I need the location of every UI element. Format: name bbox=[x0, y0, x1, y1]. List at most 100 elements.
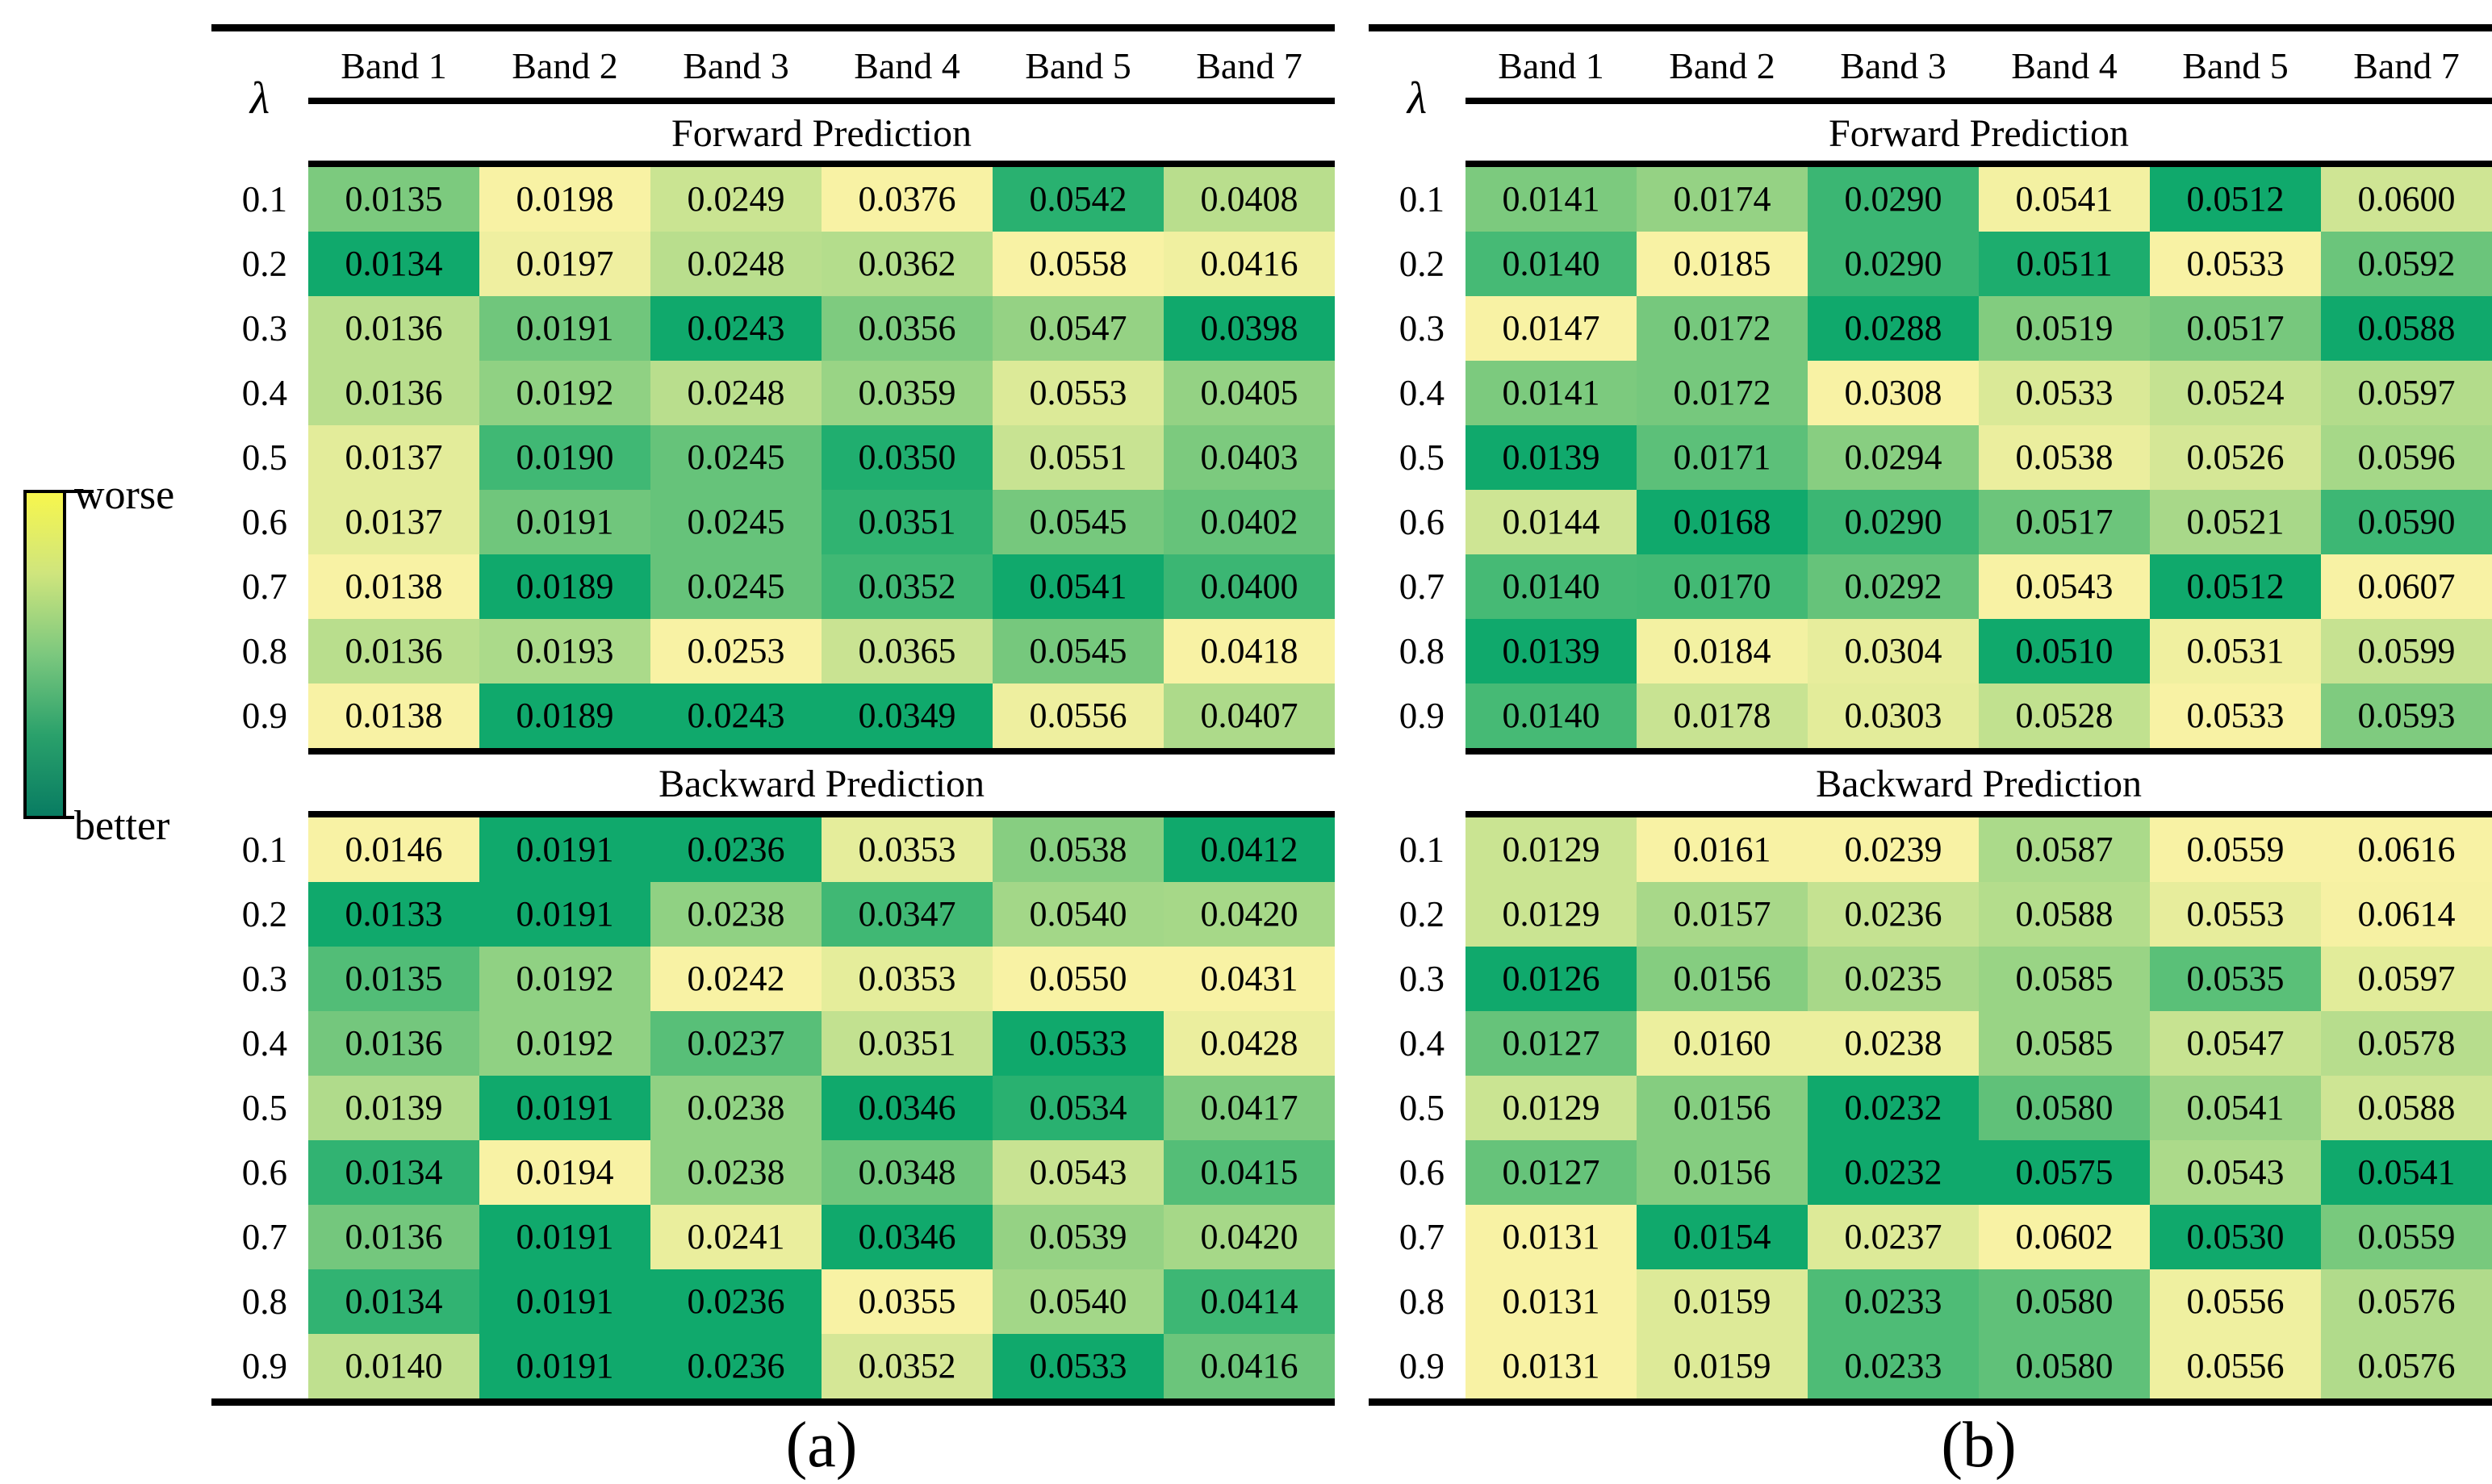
heatmap-cell: 0.0242 bbox=[650, 947, 822, 1011]
row-label: 0.3 bbox=[1399, 959, 1445, 999]
heatmap-cell: 0.0588 bbox=[2321, 1076, 2492, 1140]
heatmap-cell: 0.0191 bbox=[479, 1269, 650, 1334]
section-underline-rule bbox=[1466, 811, 2492, 817]
row-label: 0.7 bbox=[241, 566, 287, 607]
heatmap-cell: 0.0137 bbox=[308, 490, 479, 554]
heatmap-cell: 0.0543 bbox=[1979, 554, 2150, 619]
heatmap-cell: 0.0140 bbox=[1466, 683, 1637, 748]
heatmap-cell: 0.0346 bbox=[822, 1205, 993, 1269]
heatmap-cell: 0.0551 bbox=[993, 425, 1164, 490]
heatmap-cell: 0.0238 bbox=[650, 1076, 822, 1140]
row-label: 0.8 bbox=[241, 1281, 287, 1322]
column-header: Band 1 bbox=[341, 45, 447, 86]
heatmap-cell: 0.0415 bbox=[1164, 1140, 1335, 1205]
heatmap-cell: 0.0136 bbox=[308, 361, 479, 425]
section-title: Backward Prediction bbox=[659, 763, 985, 805]
column-header: Band 2 bbox=[512, 45, 618, 86]
heatmap-cell: 0.0134 bbox=[308, 1140, 479, 1205]
section-title: Backward Prediction bbox=[1816, 763, 2142, 805]
heatmap-cell: 0.0607 bbox=[2321, 554, 2492, 619]
heatmap-cell: 0.0137 bbox=[308, 425, 479, 490]
heatmap-cell: 0.0597 bbox=[2321, 361, 2492, 425]
row-label: 0.5 bbox=[1399, 437, 1445, 478]
heatmap-cell: 0.0580 bbox=[1979, 1334, 2150, 1398]
heatmap-cell: 0.0141 bbox=[1466, 361, 1637, 425]
heatmap-cell: 0.0232 bbox=[1808, 1140, 1979, 1205]
heatmap-cell: 0.0541 bbox=[1979, 167, 2150, 232]
heatmap-cell: 0.0556 bbox=[2150, 1269, 2321, 1334]
heatmap-cell: 0.0129 bbox=[1466, 817, 1637, 882]
heatmap-cell: 0.0530 bbox=[2150, 1205, 2321, 1269]
heatmap-cell: 0.0303 bbox=[1808, 683, 1979, 748]
heatmap-cell: 0.0541 bbox=[2321, 1140, 2492, 1205]
heatmap-cell: 0.0146 bbox=[308, 817, 479, 882]
column-header: Band 3 bbox=[1840, 45, 1946, 86]
heatmap-cell: 0.0376 bbox=[822, 167, 993, 232]
heatmap-cell: 0.0533 bbox=[2150, 232, 2321, 296]
heatmap-cell: 0.0141 bbox=[1466, 167, 1637, 232]
column-header: Band 7 bbox=[1196, 45, 1302, 86]
heatmap-cell: 0.0192 bbox=[479, 1011, 650, 1076]
heatmap-cell: 0.0140 bbox=[1466, 554, 1637, 619]
heatmap-cell: 0.0346 bbox=[822, 1076, 993, 1140]
heatmap-cell: 0.0593 bbox=[2321, 683, 2492, 748]
heatmap-cell: 0.0533 bbox=[993, 1334, 1164, 1398]
heatmap-cell: 0.0539 bbox=[993, 1205, 1164, 1269]
heatmap-cell: 0.0245 bbox=[650, 554, 822, 619]
heatmap-cell: 0.0129 bbox=[1466, 882, 1637, 947]
heatmap-cell: 0.0156 bbox=[1637, 1140, 1808, 1205]
heatmap-panel-b: Band 1 Band 2 Band 3 Band 4 Band 5 Band 7 λ For… bbox=[1369, 24, 2492, 1481]
heatmap-cell: 0.0353 bbox=[822, 817, 993, 882]
heatmap-cell: 0.0139 bbox=[308, 1076, 479, 1140]
heatmap-cell: 0.0290 bbox=[1808, 490, 1979, 554]
heatmap-cell: 0.0253 bbox=[650, 619, 822, 683]
heatmap-cell: 0.0347 bbox=[822, 882, 993, 947]
heatmap-cell: 0.0236 bbox=[650, 1269, 822, 1334]
heatmap-cell: 0.0405 bbox=[1164, 361, 1335, 425]
heatmap-cell: 0.0547 bbox=[993, 296, 1164, 361]
heatmap-cell: 0.0553 bbox=[2150, 882, 2321, 947]
heatmap-cell: 0.0126 bbox=[1466, 947, 1637, 1011]
heatmap-cell: 0.0133 bbox=[308, 882, 479, 947]
heatmap-cell: 0.0400 bbox=[1164, 554, 1335, 619]
heatmap-cell: 0.0416 bbox=[1164, 1334, 1335, 1398]
row-label: 0.4 bbox=[1399, 373, 1445, 413]
heatmap-cell: 0.0614 bbox=[2321, 882, 2492, 947]
heatmap-cell: 0.0238 bbox=[650, 1140, 822, 1205]
heatmap-cell: 0.0534 bbox=[993, 1076, 1164, 1140]
heatmap-cell: 0.0304 bbox=[1808, 619, 1979, 683]
heatmap-cell: 0.0140 bbox=[1466, 232, 1637, 296]
heatmap-cell: 0.0135 bbox=[308, 947, 479, 1011]
heatmap-cell: 0.0245 bbox=[650, 490, 822, 554]
heatmap-cell: 0.0512 bbox=[2150, 167, 2321, 232]
heatmap-cell: 0.0543 bbox=[993, 1140, 1164, 1205]
legend-worse-label: worse bbox=[74, 472, 175, 518]
heatmap-cell: 0.0290 bbox=[1808, 167, 1979, 232]
heatmap-cell: 0.0533 bbox=[2150, 683, 2321, 748]
heatmap-cell: 0.0159 bbox=[1637, 1269, 1808, 1334]
heatmap-cell: 0.0147 bbox=[1466, 296, 1637, 361]
row-label: 0.1 bbox=[1399, 830, 1445, 870]
heatmap-cell: 0.0144 bbox=[1466, 490, 1637, 554]
heatmap-cell: 0.0139 bbox=[1466, 619, 1637, 683]
heatmap-cell: 0.0192 bbox=[479, 361, 650, 425]
heatmap-cell: 0.0138 bbox=[308, 554, 479, 619]
heatmap-cell: 0.0241 bbox=[650, 1205, 822, 1269]
header-underline-rule bbox=[308, 98, 1335, 104]
heatmap-cell: 0.0174 bbox=[1637, 167, 1808, 232]
heatmap-cell: 0.0414 bbox=[1164, 1269, 1335, 1334]
heatmap-cell: 0.0542 bbox=[993, 167, 1164, 232]
heatmap-cell: 0.0191 bbox=[479, 882, 650, 947]
heatmap-cell: 0.0585 bbox=[1979, 947, 2150, 1011]
heatmap-cell: 0.0290 bbox=[1808, 232, 1979, 296]
heatmap-cell: 0.0416 bbox=[1164, 232, 1335, 296]
heatmap-cell: 0.0348 bbox=[822, 1140, 993, 1205]
heatmap-cell: 0.0159 bbox=[1637, 1334, 1808, 1398]
lambda-axis-label: λ bbox=[249, 73, 270, 123]
heatmap-cell: 0.0350 bbox=[822, 425, 993, 490]
heatmap-cell: 0.0172 bbox=[1637, 361, 1808, 425]
heatmap-cell: 0.0541 bbox=[2150, 1076, 2321, 1140]
heatmap-cell: 0.0431 bbox=[1164, 947, 1335, 1011]
heatmap-cell: 0.0127 bbox=[1466, 1011, 1637, 1076]
heatmap-cell: 0.0402 bbox=[1164, 490, 1335, 554]
